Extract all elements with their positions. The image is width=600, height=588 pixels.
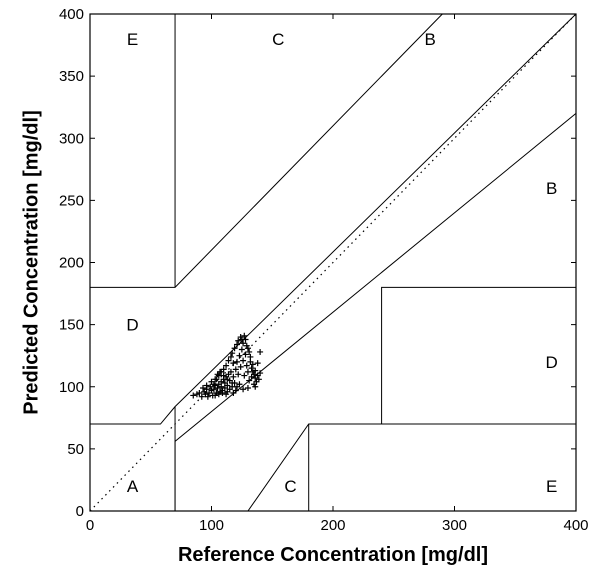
data-point: [219, 389, 226, 396]
data-point: [248, 365, 255, 372]
data-point: [190, 392, 197, 399]
plot-area: E C B B D D A C E: [89, 13, 577, 512]
x-tick-label: 300: [442, 517, 467, 534]
data-point: [227, 353, 234, 360]
y-axis-title: Predicted Concentration [mg/dl]: [20, 110, 42, 414]
data-point: [246, 377, 253, 384]
data-point: [229, 380, 236, 387]
data-point: [224, 382, 231, 389]
data-point: [196, 389, 203, 396]
data-point: [234, 383, 241, 390]
y-tick-label: 50: [67, 441, 84, 458]
data-point: [213, 376, 220, 383]
zone-label: E: [546, 477, 557, 496]
data-point: [215, 391, 222, 398]
data-point: [251, 371, 258, 378]
zone-boundary-5: [90, 406, 176, 425]
zone-label: A: [127, 477, 139, 496]
data-point: [230, 373, 237, 380]
data-point: [255, 376, 262, 383]
y-tick-label: 250: [59, 192, 84, 209]
data-point: [203, 382, 210, 389]
data-point: [236, 352, 243, 359]
y-tick-label: 150: [59, 317, 84, 334]
zone-boundary-0: [174, 13, 577, 511]
data-point: [254, 360, 261, 367]
data-point: [225, 357, 232, 364]
data-point: [252, 383, 259, 390]
zone-label: D: [546, 353, 558, 372]
x-tick-label: 0: [86, 517, 94, 534]
identity-line: [89, 13, 577, 512]
data-point: [223, 391, 230, 398]
data-point: [246, 348, 253, 355]
zone-boundary-7: [381, 286, 576, 425]
data-point: [223, 362, 230, 369]
y-tick-label: 100: [59, 379, 84, 396]
data-point: [230, 360, 237, 367]
zone-label: E: [127, 30, 138, 49]
y-tick-label: 0: [76, 503, 84, 520]
y-tick-label: 200: [59, 255, 84, 272]
data-point: [215, 372, 222, 379]
data-point: [234, 358, 241, 365]
y-tick-label: 400: [59, 6, 84, 23]
data-point: [227, 368, 234, 375]
data-point: [257, 348, 264, 355]
data-point: [240, 386, 247, 393]
zone-label: D: [126, 316, 138, 335]
data-point: [229, 350, 236, 357]
data-point: [244, 345, 251, 352]
data-point: [218, 383, 225, 390]
data-point: [231, 345, 238, 352]
data-point: [235, 337, 242, 344]
x-axis: 0 100 200 300 400: [86, 14, 589, 534]
zone-boundary-3: [174, 113, 577, 511]
x-axis-title: Reference Concentration [mg/dl]: [178, 544, 488, 566]
data-point: [204, 393, 211, 400]
x-tick-label: 400: [563, 517, 588, 534]
zone-labels: E C B B D D A C E: [126, 30, 557, 496]
data-point: [207, 383, 214, 390]
zone-label: B: [425, 30, 436, 49]
zone-label: C: [284, 477, 296, 496]
data-point: [224, 376, 231, 383]
x-tick-label: 200: [320, 517, 345, 534]
data-point: [199, 384, 206, 391]
data-point: [242, 336, 249, 343]
zone-boundary-6: [90, 13, 443, 288]
data-point: [244, 384, 251, 391]
data-points: [190, 332, 264, 400]
data-point: [218, 368, 225, 375]
data-point: [232, 366, 239, 373]
zone-label: C: [272, 30, 284, 49]
data-point: [243, 362, 250, 369]
x-tick-label: 100: [199, 517, 224, 534]
data-point: [235, 371, 242, 378]
data-point: [198, 393, 205, 400]
data-point: [240, 340, 247, 347]
zone-label: B: [546, 179, 557, 198]
data-point: [252, 367, 259, 374]
data-point: [241, 372, 248, 379]
data-point: [210, 381, 217, 388]
data-point: [249, 361, 256, 368]
y-tick-label: 300: [59, 130, 84, 147]
data-point: [214, 384, 221, 391]
data-point: [238, 346, 245, 353]
data-point: [242, 351, 249, 358]
data-point: [257, 370, 264, 377]
data-point: [237, 363, 244, 370]
data-point: [240, 357, 247, 364]
zone-boundary-1: [247, 423, 576, 512]
zone-boundaries: [90, 13, 577, 512]
y-axis: 0 50 100 150 200 250 300 350 400: [59, 6, 576, 520]
data-point: [212, 392, 219, 399]
data-point: [241, 332, 248, 339]
y-tick-label: 350: [59, 68, 84, 85]
data-point: [234, 341, 241, 348]
data-point: [230, 389, 237, 396]
